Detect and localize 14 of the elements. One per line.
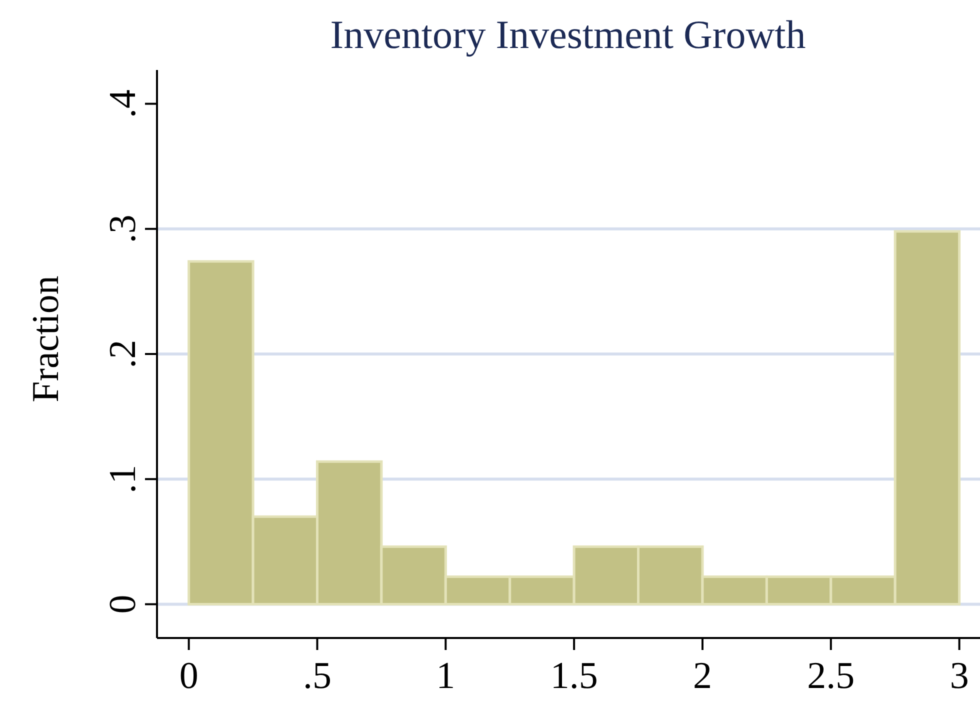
x-tick-label: 0 xyxy=(179,655,198,697)
x-tick-label: .5 xyxy=(302,655,332,697)
x-tick-label: 3 xyxy=(950,655,969,697)
y-tick-label: .2 xyxy=(102,340,144,368)
chart-title: Inventory Investment Growth xyxy=(330,12,806,57)
x-tick-label: 2.5 xyxy=(807,655,855,697)
y-tick-label: .4 xyxy=(102,90,144,118)
y-tick-label: .3 xyxy=(102,214,144,244)
y-axis-title: Fraction xyxy=(25,276,67,402)
y-tick-label: .1 xyxy=(102,464,144,494)
y-tick-label: 0 xyxy=(102,594,144,614)
x-tick-label: 2 xyxy=(692,655,712,697)
x-tick-label: 1 xyxy=(436,655,456,697)
x-tick-label: 1.5 xyxy=(550,655,598,697)
